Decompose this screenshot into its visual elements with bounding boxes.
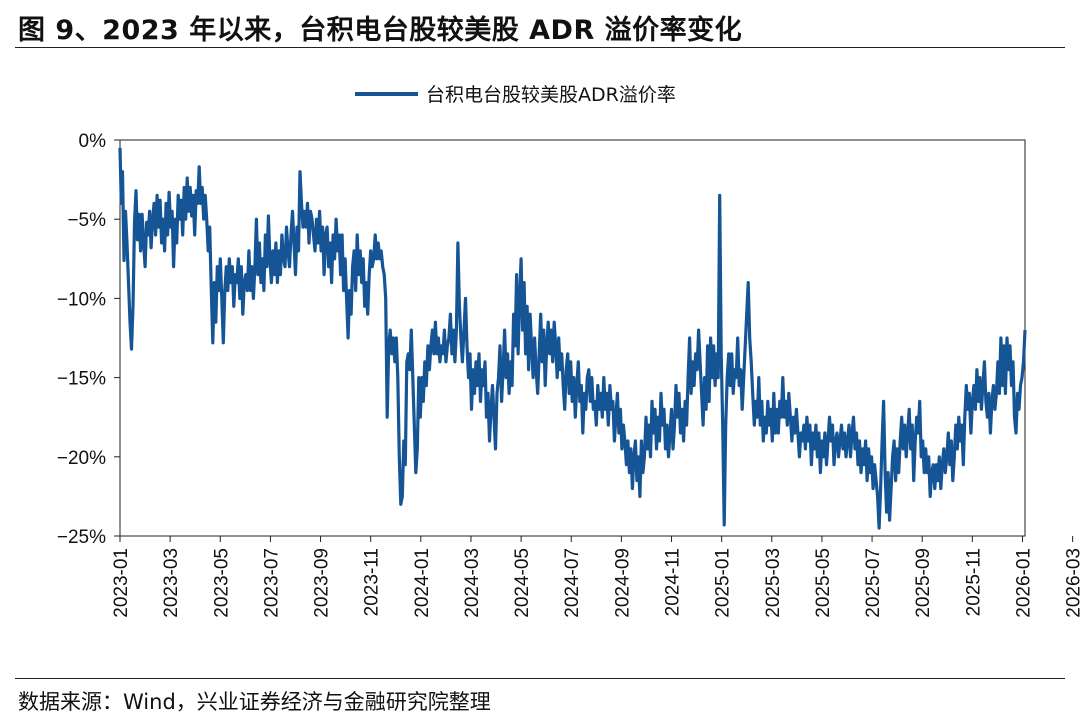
x-tick-label: 2024-03: [462, 548, 483, 618]
x-tick-label: 2023-03: [161, 548, 182, 618]
legend-label: 台积电台股较美股ADR溢价率: [426, 84, 676, 106]
x-tick-label: 2025-11: [963, 548, 984, 616]
x-tick-label: 2025-05: [813, 548, 834, 618]
x-tick-label: 2024-09: [612, 548, 633, 618]
data-source-note: 数据来源：Wind，兴业证券经济与金融研究院整理: [18, 690, 491, 714]
x-tick-label: 2026-01: [1013, 548, 1034, 618]
x-tick-label: 2023-07: [261, 548, 282, 618]
x-tick-label: 2023-01: [111, 548, 132, 618]
x-tick-label: 2023-11: [362, 548, 383, 616]
x-tick-label: 2024-07: [562, 548, 583, 618]
chart-axes: 0% −5% −10% −15% −20% −25%2023-01 2023-03 2023-…: [57, 131, 1080, 618]
x-tick-label: 2024-11: [663, 548, 684, 616]
y-tick-label: −10%: [57, 289, 106, 310]
y-tick-label: 0%: [79, 131, 107, 152]
chart-title: 图 9、2023 年以来，台积电台股较美股 ADR 溢价率变化: [18, 15, 743, 46]
y-tick-label: −5%: [67, 210, 106, 231]
x-tick-label: 2024-05: [512, 548, 533, 618]
x-tick-label: 2025-01: [713, 548, 734, 618]
x-tick-label: 2025-09: [913, 548, 934, 618]
x-tick-label: 2025-07: [863, 548, 884, 618]
y-tick-label: −15%: [57, 369, 106, 390]
x-tick-label: 2025-03: [763, 548, 784, 618]
y-tick-label: −20%: [57, 448, 106, 469]
title-divider: [15, 47, 1065, 48]
footer-divider: [15, 678, 1065, 679]
series-line: [118, 147, 1027, 530]
x-tick-label: 2023-09: [312, 548, 333, 618]
line-chart: 台积电台股较美股ADR溢价率 0%−5%−10%−15%−20%−25%2023…: [57, 84, 1080, 618]
y-tick-label: −25%: [57, 527, 106, 548]
chart-legend: 台积电台股较美股ADR溢价率: [355, 84, 676, 106]
x-tick-label: 2026-03: [1064, 548, 1080, 618]
x-tick-label: 2024-01: [412, 548, 433, 618]
x-tick-label: 2023-05: [211, 548, 232, 618]
chart-series: [118, 147, 1027, 530]
